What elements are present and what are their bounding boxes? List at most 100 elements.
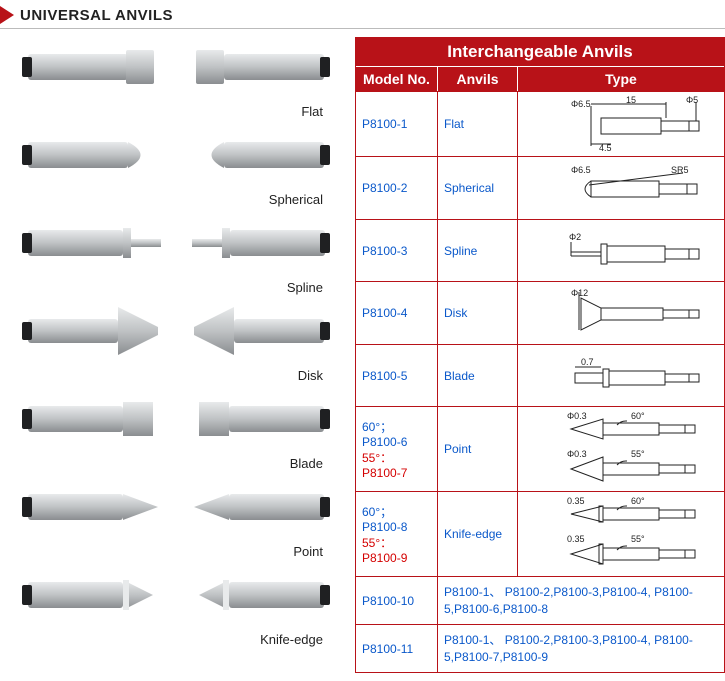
model-text: P8100-6 [362, 435, 431, 449]
diagram-spherical-icon: Φ6.5 SR5 [531, 161, 711, 215]
dim-label: Φ0.3 [567, 449, 587, 459]
dim-label: 15 [626, 96, 636, 105]
table-row: P8100-10 P8100-1、 P8100-2,P8100-3,P8100-… [356, 576, 724, 624]
table-row: P8100-1 Flat Φ6.5 15 Φ5 [356, 91, 724, 156]
cell-model: 60°； P8100-6 55°： P8100-7 [356, 407, 438, 491]
section-header: UNIVERSAL ANVILS [0, 0, 725, 29]
table-body: P8100-1 Flat Φ6.5 15 Φ5 [356, 91, 724, 672]
diagram-point-icon: Φ0.3 60° Φ0.3 55° [531, 411, 711, 487]
content: Flat Spherical [0, 37, 725, 673]
cell-anvils: Spherical [438, 157, 518, 219]
dim-label: 4.5 [599, 143, 612, 152]
table-row: P8100-4 Disk Φ12 [356, 281, 724, 344]
model-text: 60°； [362, 503, 431, 520]
dim-label: Φ2 [569, 232, 581, 242]
diagram-knife-edge-icon: 0.35 60° 0.35 55° [531, 496, 711, 572]
anvil-right-icon [184, 42, 334, 92]
diagram-spline-icon: Φ2 [531, 226, 711, 276]
model-text: P8100-1 [362, 117, 431, 131]
dim-label: Φ5 [686, 96, 698, 105]
anvil-label: Flat [301, 104, 323, 119]
anvil-row-flat: Flat [0, 37, 351, 125]
dim-label: Φ12 [571, 288, 588, 298]
cell-set: P8100-1、 P8100-2,P8100-3,P8100-4, P8100-… [438, 577, 724, 624]
dim-label: Φ6.5 [571, 165, 591, 175]
anvil-row-knife-edge: Knife-edge [0, 565, 351, 653]
cell-set: P8100-1、 P8100-2,P8100-3,P8100-4, P8100-… [438, 625, 724, 672]
anvil-right-icon [184, 130, 334, 180]
cell-type: Φ2 [518, 220, 724, 281]
model-text: P8100-4 [362, 306, 431, 320]
anvil-label: Disk [298, 368, 323, 383]
anvil-photo-column: Flat Spherical [0, 37, 355, 673]
cell-model: P8100-2 [356, 157, 438, 219]
model-text: P8100-2 [362, 181, 431, 195]
anvil-pair [0, 213, 351, 273]
cell-type: Φ6.5 SR5 [518, 157, 724, 219]
cell-type: Φ12 [518, 282, 724, 344]
anvil-left-icon [18, 482, 168, 532]
dim-label: 60° [631, 496, 645, 506]
model-text: 55°： [362, 534, 431, 551]
anvil-left-icon [18, 130, 168, 180]
anvil-right-icon [184, 570, 334, 620]
model-text: 60°； [362, 418, 431, 435]
anvil-left-icon [18, 303, 168, 359]
anvil-row-blade: Blade [0, 389, 351, 477]
cell-type: 0.35 60° 0.35 55° [518, 492, 724, 576]
model-text: P8100-7 [362, 466, 431, 480]
anvil-row-disk: Disk [0, 301, 351, 389]
diagram-disk-icon: Φ12 [531, 286, 711, 340]
anvil-label: Spline [287, 280, 323, 295]
anvil-right-icon [184, 218, 334, 268]
anvil-left-icon [18, 218, 168, 268]
anvil-row-spline: Spline [0, 213, 351, 301]
diagram-flat-icon: Φ6.5 15 Φ5 4.5 [531, 96, 711, 152]
header-triangle-icon [0, 6, 14, 24]
cell-anvils: Blade [438, 345, 518, 406]
model-text: P8100-9 [362, 551, 431, 565]
anvil-right-icon [184, 303, 334, 359]
th-type: Type [518, 67, 724, 91]
anvil-label: Blade [290, 456, 323, 471]
dim-label: 0.35 [567, 496, 585, 506]
anvil-row-point: Point [0, 477, 351, 565]
table-row: P8100-11 P8100-1、 P8100-2,P8100-3,P8100-… [356, 624, 724, 672]
dim-label: 0.7 [581, 357, 594, 367]
model-text: P8100-11 [362, 642, 431, 656]
th-model: Model No. [356, 67, 438, 91]
anvil-pair [0, 477, 351, 537]
cell-anvils: Flat [438, 92, 518, 156]
cell-anvils: Knife-edge [438, 492, 518, 576]
th-anvils: Anvils [438, 67, 518, 91]
anvil-pair [0, 125, 351, 185]
anvil-pair [0, 389, 351, 449]
model-text: P8100-10 [362, 594, 431, 608]
anvil-pair [0, 565, 351, 625]
cell-model: 60°； P8100-8 55°： P8100-9 [356, 492, 438, 576]
dim-label: 55° [631, 534, 645, 544]
cell-model: P8100-1 [356, 92, 438, 156]
anvil-right-icon [184, 394, 334, 444]
table-row: P8100-5 Blade 0.7 [356, 344, 724, 406]
anvil-left-icon [18, 42, 168, 92]
anvil-left-icon [18, 570, 168, 620]
cell-model: P8100-3 [356, 220, 438, 281]
cell-model: P8100-10 [356, 577, 438, 624]
cell-model: P8100-11 [356, 625, 438, 672]
model-text: P8100-3 [362, 244, 431, 258]
table-row: P8100-3 Spline Φ2 [356, 219, 724, 281]
anvil-pair [0, 301, 351, 361]
table-header-row: Model No. Anvils Type [356, 66, 724, 91]
dim-label: 55° [631, 449, 645, 459]
dim-label: Φ0.3 [567, 411, 587, 421]
table-row: P8100-2 Spherical Φ6.5 SR5 [356, 156, 724, 219]
cell-model: P8100-4 [356, 282, 438, 344]
anvil-label: Knife-edge [260, 632, 323, 647]
model-text: P8100-5 [362, 369, 431, 383]
diagram-blade-icon: 0.7 [531, 351, 711, 401]
cell-model: P8100-5 [356, 345, 438, 406]
cell-anvils: Disk [438, 282, 518, 344]
dim-label: Φ6.5 [571, 99, 591, 109]
table-row: 60°； P8100-8 55°： P8100-9 Knife-edge 0.3… [356, 491, 724, 576]
